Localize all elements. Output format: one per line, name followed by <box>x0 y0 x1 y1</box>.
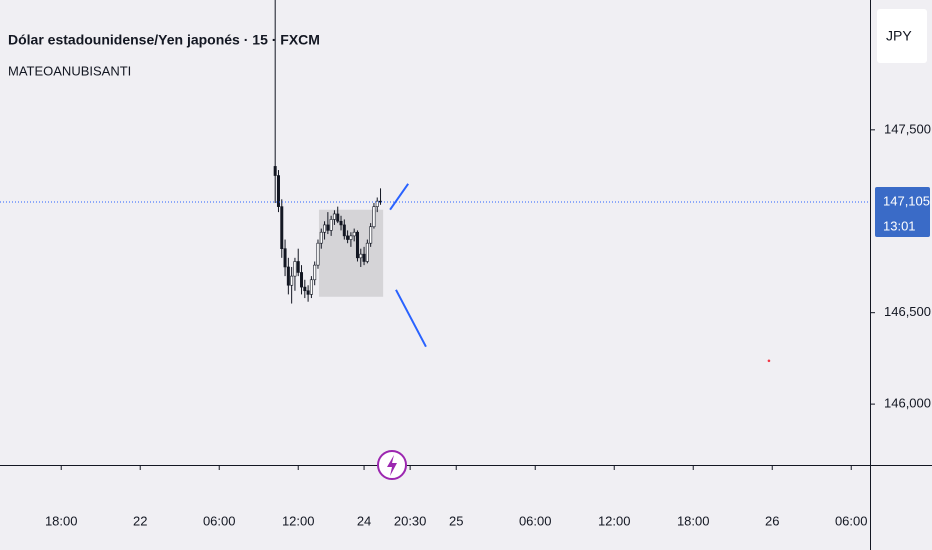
candle-body <box>280 206 284 249</box>
candle-body <box>316 242 320 266</box>
chart-title: Dólar estadounidense/Yen japonés · 15 · … <box>8 32 320 48</box>
plot-area <box>273 0 771 363</box>
candle-body <box>352 231 356 237</box>
candle-body <box>293 261 297 277</box>
x-tick-label: 26 <box>765 513 779 528</box>
currency-box[interactable] <box>877 9 927 63</box>
x-tick-label: 20:30 <box>394 513 427 528</box>
alert-icon[interactable] <box>377 450 407 480</box>
x-tick-label: 06:00 <box>519 513 552 528</box>
candle-body <box>303 286 307 292</box>
y-tick-label: 146,000 <box>884 396 931 411</box>
x-tick-label: 25 <box>449 513 463 528</box>
y-tick-label: 147,500 <box>884 121 931 136</box>
marker-dot <box>767 359 771 363</box>
candle-body <box>309 279 313 295</box>
x-tick-label: 06:00 <box>203 513 236 528</box>
candle-body <box>369 226 373 244</box>
x-tick-label: 18:00 <box>45 513 78 528</box>
candle-body <box>296 261 300 273</box>
y-tick-label: 146,500 <box>884 304 931 319</box>
candle-body <box>346 235 350 240</box>
trend-line <box>395 289 427 348</box>
candle-body <box>336 213 340 222</box>
candle-body <box>326 224 330 231</box>
candle-body <box>372 206 376 228</box>
trend-line <box>389 183 409 211</box>
candle-body <box>342 224 346 237</box>
candle-body <box>332 213 336 220</box>
last-price-box <box>875 187 930 238</box>
x-tick-label: 24 <box>357 513 371 528</box>
candle-body <box>306 290 310 295</box>
candle-body <box>323 224 327 233</box>
candle-body <box>283 248 287 268</box>
countdown-label: 13:01 <box>883 218 916 233</box>
x-tick-label: 22 <box>133 513 147 528</box>
currency-label[interactable]: JPY <box>886 28 912 44</box>
candle-body <box>359 253 363 259</box>
candle-body <box>329 219 333 231</box>
candle-body <box>286 266 290 286</box>
x-tick-label: 12:00 <box>598 513 631 528</box>
candle-body <box>349 235 353 240</box>
candle-body <box>355 231 359 259</box>
candle-body <box>290 275 294 286</box>
x-tick-label: 18:00 <box>677 513 710 528</box>
candle-body <box>273 166 277 176</box>
candle-body <box>362 253 366 262</box>
candle-body <box>339 220 343 226</box>
last-price-label: 147,105 <box>883 193 930 208</box>
candle-body <box>276 175 280 207</box>
chart-subtitle: MATEOANUBISANTI <box>8 63 131 78</box>
candle-body <box>375 200 379 207</box>
candle-body <box>313 264 317 281</box>
candle-body <box>319 231 323 244</box>
candle-body <box>365 242 369 262</box>
x-tick-label: 06:00 <box>835 513 868 528</box>
x-tick-label: 12:00 <box>282 513 315 528</box>
candle-body <box>300 272 304 288</box>
